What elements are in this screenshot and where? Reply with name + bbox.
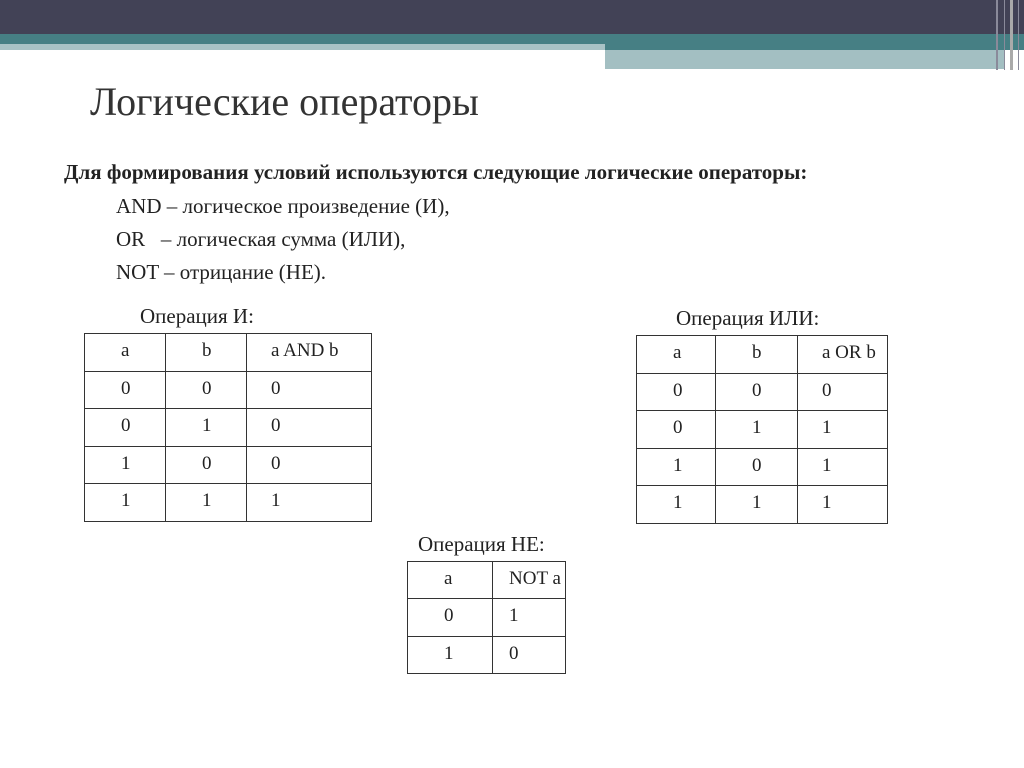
table-cell: 0 — [246, 445, 372, 485]
table-cell: 1 — [636, 485, 716, 524]
table-cell: 0 — [165, 445, 247, 485]
decor-line — [996, 0, 998, 70]
operator-or: OR – логическая сумма (ИЛИ), — [116, 227, 406, 251]
table-cell: 0 — [246, 370, 372, 410]
accent-stripe-light — [0, 44, 605, 50]
table-cell: a — [84, 333, 166, 372]
header-bar — [0, 0, 1024, 34]
table-header-row: a NOT a — [407, 560, 566, 600]
or-caption: Операция ИЛИ: — [676, 306, 820, 330]
table-cell: 1 — [165, 408, 247, 447]
table-cell: 1 — [407, 635, 493, 674]
table-cell: 1 — [84, 445, 166, 485]
table-cell: 0 — [246, 408, 372, 447]
and-caption: Операция И: — [140, 304, 254, 328]
accent-block-light — [605, 50, 1005, 69]
table-cell: NOT a — [492, 560, 566, 600]
accent-stripe — [0, 34, 1024, 44]
table-cell: 0 — [165, 370, 247, 410]
table-cell: 0 — [636, 372, 716, 412]
table-cell: 1 — [165, 483, 247, 522]
table-cell: 0 — [715, 372, 798, 412]
table-cell: 1 — [797, 447, 888, 487]
table-cell: 1 — [636, 447, 716, 487]
table-cell: 0 — [84, 408, 166, 447]
table-cell: 1 — [84, 483, 166, 522]
table-cell: 1 — [492, 598, 566, 637]
accent-stripe — [605, 44, 1024, 50]
table-cell: 0 — [84, 370, 166, 410]
table-cell: 0 — [492, 635, 566, 674]
table-cell: 1 — [715, 410, 798, 449]
table-cell: 0 — [407, 598, 493, 637]
table-cell: b — [165, 333, 247, 372]
operator-and: AND – логическое произведение (И), — [116, 194, 450, 218]
table-cell: a — [636, 335, 716, 374]
table-cell: 0 — [636, 410, 716, 449]
table-cell: 0 — [797, 372, 888, 412]
table-cell: 0 — [715, 447, 798, 487]
table-cell: 1 — [715, 485, 798, 524]
table-cell: 1 — [797, 485, 888, 524]
intro-text: Для формирования условий используются сл… — [64, 160, 808, 184]
decor-line — [1010, 0, 1013, 70]
operator-not: NOT – отрицание (НЕ). — [116, 260, 327, 284]
table-cell: 1 — [797, 410, 888, 449]
table-cell: b — [715, 335, 798, 374]
decor-line — [1004, 0, 1005, 70]
table-cell: a — [407, 560, 493, 600]
table-cell: 1 — [246, 483, 372, 522]
not-caption: Операция НЕ: — [418, 532, 545, 556]
table-cell: a OR b — [797, 335, 888, 374]
slide-title: Логические операторы — [90, 79, 479, 124]
table-cell: a AND b — [246, 333, 372, 372]
decor-line — [1018, 0, 1019, 70]
